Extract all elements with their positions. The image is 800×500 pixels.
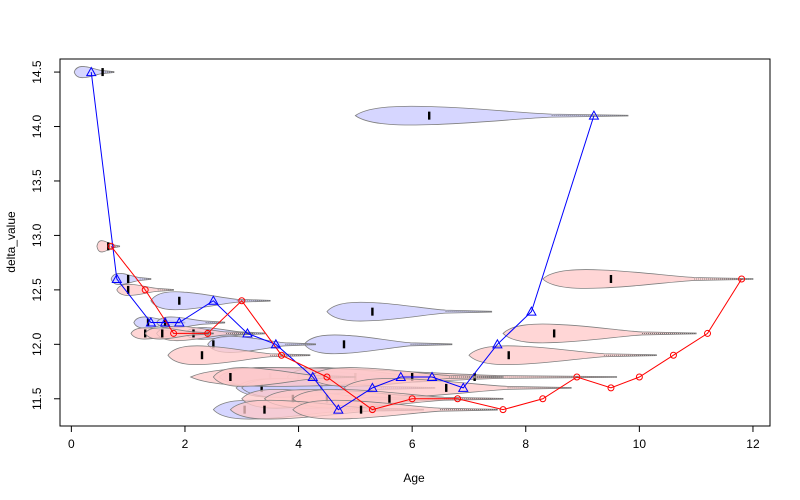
violin-median xyxy=(126,285,130,294)
y-tick-label: 14.0 xyxy=(30,115,44,139)
data-point-triangle xyxy=(307,371,319,381)
data-point-circle xyxy=(368,406,376,414)
violin xyxy=(542,269,754,289)
violin xyxy=(502,323,697,344)
data-point-triangle xyxy=(85,66,97,77)
violin xyxy=(292,399,498,420)
data-point-circle xyxy=(323,373,331,381)
markers xyxy=(85,66,746,414)
series-lines xyxy=(90,72,743,411)
violin-median xyxy=(200,351,204,360)
x-tick-label: 12 xyxy=(746,437,760,451)
x-tick-label: 0 xyxy=(68,437,75,451)
data-point-triangle xyxy=(367,382,378,392)
data-point-circle xyxy=(738,275,746,283)
y-tick-label: 13.5 xyxy=(30,169,44,193)
violin-median xyxy=(212,340,215,349)
violin-median xyxy=(552,329,556,338)
series-line-red xyxy=(110,246,743,411)
violin xyxy=(303,334,453,355)
data-point-triangle xyxy=(111,273,123,283)
violin-median xyxy=(126,274,130,283)
data-point-circle xyxy=(238,297,246,305)
violin xyxy=(326,301,493,322)
violin-median xyxy=(178,296,181,305)
data-point-triangle xyxy=(526,306,537,316)
y-tick-label: 12.0 xyxy=(30,332,44,356)
data-point-circle xyxy=(704,329,712,337)
data-point-circle xyxy=(408,395,416,403)
x-tick-label: 10 xyxy=(633,437,647,451)
data-point-triangle xyxy=(588,110,600,120)
x-tick-label: 6 xyxy=(409,437,416,451)
data-point-triangle xyxy=(208,295,219,305)
data-point-circle xyxy=(170,329,178,337)
y-axis: 11.5 12.0 12.5 13.0 13.5 14.0 14.5 xyxy=(30,60,61,410)
violin-median xyxy=(507,351,510,360)
x-axis: 0 2 4 6 8 10 12 xyxy=(68,425,760,451)
x-tick-label: 4 xyxy=(295,437,302,451)
violin xyxy=(354,105,629,126)
violin-median xyxy=(101,68,104,77)
data-point-circle xyxy=(204,329,212,337)
violin-median xyxy=(263,405,266,414)
data-point-circle xyxy=(141,286,149,294)
data-point-triangle xyxy=(159,317,171,327)
data-point-triangle xyxy=(173,317,185,327)
data-point-circle xyxy=(107,242,115,250)
violin-median xyxy=(161,329,164,338)
data-point-triangle xyxy=(457,382,469,392)
data-point-circle xyxy=(607,384,615,392)
series-line-blue xyxy=(90,72,595,411)
violin xyxy=(167,345,311,366)
y-tick-label: 13.0 xyxy=(30,223,44,247)
violin-median xyxy=(342,340,346,349)
y-tick-label: 14.5 xyxy=(30,60,44,84)
data-point-circle xyxy=(573,373,581,381)
data-point-circle xyxy=(635,373,643,381)
data-point-triangle xyxy=(270,338,282,349)
violin-median xyxy=(359,405,363,414)
violin-median xyxy=(371,307,374,316)
data-point-circle xyxy=(278,351,286,359)
data-point-triangle xyxy=(332,404,344,414)
data-point-triangle xyxy=(395,371,407,381)
x-tick-label: 8 xyxy=(522,437,529,451)
data-point-triangle xyxy=(145,317,157,327)
violin-median xyxy=(388,394,391,403)
violin-median xyxy=(609,274,613,283)
data-point-circle xyxy=(539,395,547,403)
violin-median xyxy=(428,111,431,120)
data-point-triangle xyxy=(426,371,438,381)
x-tick-label: 2 xyxy=(182,437,189,451)
data-point-circle xyxy=(454,395,462,403)
data-point-circle xyxy=(669,351,677,359)
data-point-triangle xyxy=(492,338,503,349)
violin-median xyxy=(260,383,263,392)
violin-median xyxy=(445,383,448,392)
y-tick-label: 12.5 xyxy=(30,278,44,302)
x-axis-label: Age xyxy=(403,471,425,485)
data-point-circle xyxy=(499,406,507,414)
y-axis-label: delta_value xyxy=(4,211,18,273)
violins xyxy=(73,66,754,420)
y-tick-label: 11.5 xyxy=(30,387,44,410)
data-point-triangle xyxy=(242,327,253,338)
violin-median xyxy=(229,372,232,381)
